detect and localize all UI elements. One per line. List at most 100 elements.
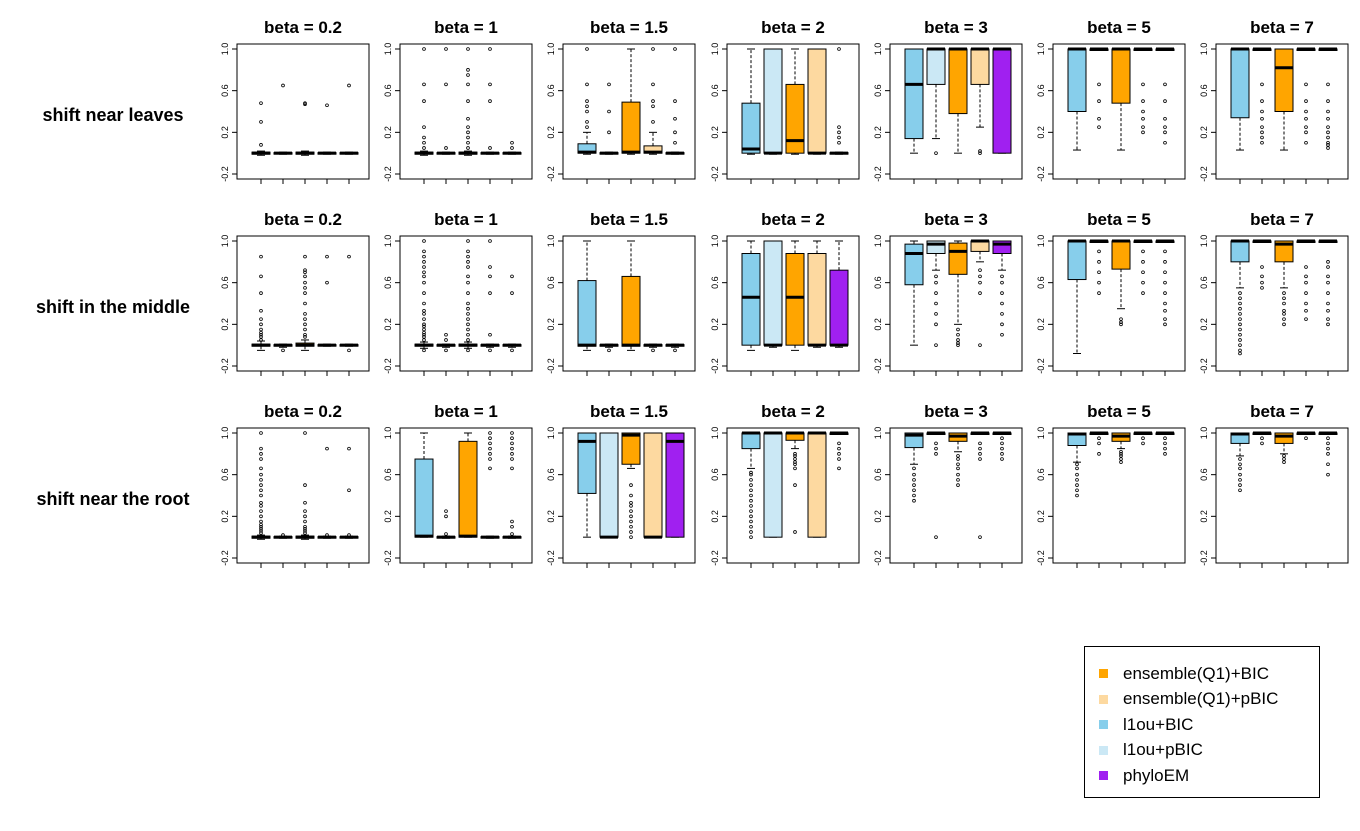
- outlier-l1ou-pbic-r2-c5: [934, 312, 938, 316]
- outlier-ensemble-q1-pbic-r1-c7: [1304, 140, 1308, 145]
- outlier-ensemble-q1-bic-r3-c5: [956, 472, 960, 477]
- panel-title-r1-c6: beta = 5: [1087, 18, 1151, 37]
- outlier-l1ou-bic-r3-c6: [1075, 488, 1079, 493]
- outlier-phyloem-r3-c7: [1326, 452, 1330, 456]
- legend-item-ensemble-pbic: ensemble(Q1)+pBIC: [1099, 687, 1319, 713]
- y-tick-label-r1-c5: 0.2: [873, 126, 883, 139]
- outlier-l1ou-bic-r2-c2: [422, 335, 426, 339]
- y-tick-label-r3-c1: 0.2: [220, 510, 230, 523]
- outlier-l1ou-bic-r3-c7: [1238, 472, 1242, 477]
- outlier-l1ou-pbic-r3-c5: [934, 446, 938, 451]
- outlier-ensemble-q1-bic-r3-c3: [629, 483, 633, 487]
- outlier-l1ou-bic-r3-c4: [749, 524, 753, 529]
- outlier-phyloem-r3-c2: [510, 441, 514, 446]
- outlier-ensemble-q1-bic-r3-c3: [629, 504, 633, 508]
- outlier-l1ou-bic-r3-c7: [1238, 466, 1242, 471]
- y-tick-label-r1-c2: 0.2: [383, 126, 393, 139]
- outlier-ensemble-q1-pbic-r1-c2: [488, 47, 492, 51]
- outlier-phyloem-r2-c5: [1000, 291, 1004, 295]
- outlier-phyloem-r1-c6: [1163, 116, 1167, 121]
- box-ensemble-q1-pbic-r3-c3: [643, 432, 663, 538]
- outlier-ensemble-q1-pbic-r1-c3: [651, 82, 655, 87]
- outlier-l1ou-pbic-r3-c6: [1097, 452, 1101, 456]
- outlier-l1ou-bic-r3-c4: [749, 535, 753, 539]
- outlier-l1ou-bic-r1-c3: [585, 109, 589, 114]
- outlier-l1ou-bic-r3-c5: [912, 478, 916, 482]
- outlier-phyloem-r1-c7: [1326, 135, 1330, 140]
- y-tick-label-r2-c6: 0.6: [1036, 276, 1046, 289]
- outlier-ensemble-q1-bic-r3-c4: [793, 454, 797, 458]
- outlier-ensemble-q1-bic-r1-c2: [466, 68, 470, 72]
- outlier-l1ou-pbic-r2-c1: [281, 348, 285, 353]
- outlier-phyloem-r1-c7: [1326, 125, 1330, 129]
- outlier-ensemble-q1-bic-r2-c7: [1282, 301, 1286, 306]
- y-tick-label-r3-c4: 0.2: [710, 510, 720, 523]
- outlier-l1ou-bic-r1-c2: [422, 140, 426, 145]
- y-tick-label-r2-c7: 0.2: [1199, 318, 1209, 331]
- y-tick-label-r3-c1: 0.6: [220, 468, 230, 481]
- outlier-l1ou-pbic-r2-c3: [607, 348, 611, 353]
- outlier-l1ou-bic-r3-c4: [749, 493, 753, 498]
- outlier-l1ou-bic-r3-c7: [1238, 457, 1242, 461]
- outlier-ensemble-q1-bic-r3-c1: [303, 527, 307, 531]
- outlier-l1ou-bic-r2-c2: [422, 308, 426, 313]
- outlier-phyloem-r2-c7: [1326, 317, 1330, 321]
- box-ensemble-q1-bic-r2-c6: [1111, 240, 1131, 270]
- box-ensemble-q1-pbic-r3-c4: [807, 432, 827, 538]
- outlier-phyloem-r3-c5: [1000, 436, 1004, 441]
- y-tick-label-r3-c6: 0.2: [1036, 510, 1046, 523]
- outlier-ensemble-q1-bic-r3-c3: [629, 519, 633, 524]
- panel-frame-r2-c7: [1215, 235, 1349, 372]
- panel-title-r3-c6: beta = 5: [1087, 402, 1151, 421]
- outlier-ensemble-q1-bic-r2-c2: [466, 317, 470, 321]
- outlier-ensemble-q1-bic-r3-c3: [629, 530, 633, 534]
- outlier-ensemble-q1-bic-r1-c2: [466, 99, 470, 103]
- legend-swatch-ensemble-pbic: [1099, 694, 1108, 704]
- outlier-ensemble-q1-bic-r3-c1: [303, 531, 307, 535]
- outlier-ensemble-q1-pbic-r3-c2: [488, 457, 492, 461]
- outlier-phyloem-r1-c3: [673, 99, 677, 103]
- outlier-phyloem-r2-c6: [1163, 301, 1167, 306]
- outlier-l1ou-pbic-r1-c3: [607, 130, 611, 135]
- outlier-ensemble-q1-bic-r2-c1: [303, 270, 307, 275]
- outlier-ensemble-q1-bic-r2-c1: [303, 254, 307, 259]
- panel-title-r3-c2: beta = 1: [434, 402, 498, 421]
- outlier-phyloem-r2-c7: [1326, 265, 1330, 269]
- outlier-phyloem-r3-c7: [1326, 436, 1330, 441]
- outlier-ensemble-q1-bic-r3-c6: [1119, 460, 1123, 464]
- outlier-l1ou-bic-r3-c6: [1075, 472, 1079, 477]
- outlier-l1ou-bic-r3-c4: [749, 509, 753, 513]
- box-ensemble-q1-bic-r2-c4: [785, 253, 805, 346]
- outlier-l1ou-pbic-r2-c7: [1260, 286, 1264, 290]
- outlier-l1ou-bic-r2-c2: [422, 291, 426, 295]
- outlier-phyloem-r2-c5: [1000, 301, 1004, 306]
- outlier-phyloem-r3-c5: [1000, 446, 1004, 451]
- outlier-phyloem-r3-c1: [347, 446, 351, 451]
- panel-title-r2-c1: beta = 0.2: [264, 210, 342, 229]
- panel-frame-r2-c2: [399, 235, 533, 372]
- outlier-phyloem-r1-c6: [1163, 99, 1167, 103]
- outlier-l1ou-bic-r2-c1: [259, 254, 263, 259]
- outlier-ensemble-q1-bic-r2-c2: [466, 280, 470, 285]
- outlier-ensemble-q1-bic-r2-c5: [956, 343, 960, 347]
- outlier-phyloem-r3-c6: [1163, 441, 1167, 446]
- outlier-ensemble-q1-bic-r1-c2: [466, 82, 470, 87]
- outlier-ensemble-q1-pbic-r1-c7: [1304, 130, 1308, 135]
- outlier-l1ou-bic-r2-c2: [422, 254, 426, 259]
- outlier-ensemble-q1-pbic-r2-c2: [488, 239, 492, 243]
- outlier-ensemble-q1-bic-r2-c7: [1282, 322, 1286, 327]
- outlier-ensemble-q1-bic-r2-c6: [1119, 317, 1123, 321]
- outlier-phyloem-r3-c4: [837, 466, 841, 471]
- outlier-ensemble-q1-pbic-r1-c2: [488, 82, 492, 87]
- row-label-shift-near-the-root: shift near the root: [36, 489, 190, 509]
- outlier-l1ou-bic-r2-c7: [1238, 317, 1242, 321]
- panel-frame-r3-c6: [1052, 427, 1186, 564]
- panel-frame-r1-c5: [889, 43, 1023, 180]
- box-l1ou-pbic-r1-c5: [926, 48, 946, 85]
- legend-label-phyloem: phyloEM: [1123, 765, 1190, 785]
- outlier-l1ou-pbic-r2-c5: [934, 343, 938, 347]
- outlier-ensemble-q1-pbic-r3-c6: [1141, 436, 1145, 441]
- outlier-ensemble-q1-bic-r2-c5: [956, 327, 960, 332]
- outlier-l1ou-bic-r3-c1: [259, 529, 263, 533]
